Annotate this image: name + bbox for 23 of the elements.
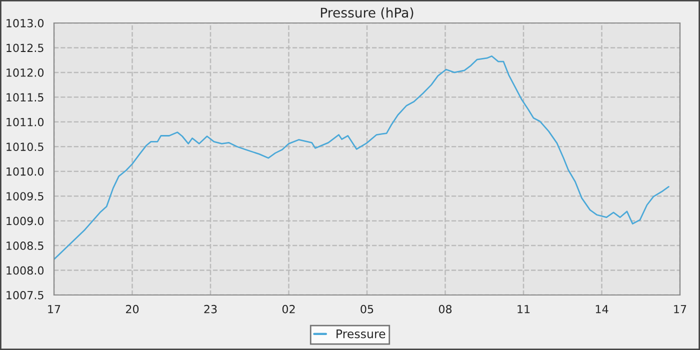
legend-label: Pressure — [336, 329, 386, 338]
y-tick-label: 1011.5 — [6, 93, 44, 102]
x-tick-label: 02 — [282, 304, 295, 314]
y-tick-label: 1009.0 — [6, 216, 44, 226]
y-tick-label: 1013.0 — [6, 18, 44, 28]
x-tick-label: 08 — [438, 304, 452, 314]
x-tick-label: 17 — [48, 305, 60, 314]
y-tick-label: 1010.0 — [6, 167, 44, 176]
chart-title: Pressure (hPa) — [320, 7, 414, 20]
y-tick-label: 1012.5 — [6, 44, 44, 52]
x-tick-label: 05 — [360, 304, 374, 314]
x-tick-label: 17 — [674, 305, 686, 314]
x-tick-label: 20 — [126, 304, 139, 314]
y-tick-label: 1011.0 — [6, 118, 44, 126]
y-tick-label: 1009.5 — [6, 192, 44, 200]
y-tick-label: 1012.0 — [6, 68, 44, 77]
x-tick-label: 11 — [518, 305, 530, 314]
x-tick-label: 14 — [596, 305, 608, 314]
y-tick-label: 1008.0 — [6, 266, 44, 275]
y-tick-label: 1007.5 — [6, 290, 44, 300]
y-tick-label: 1010.5 — [6, 142, 44, 152]
x-tick-label: 23 — [204, 304, 217, 314]
y-tick-label: 1008.5 — [6, 242, 44, 250]
